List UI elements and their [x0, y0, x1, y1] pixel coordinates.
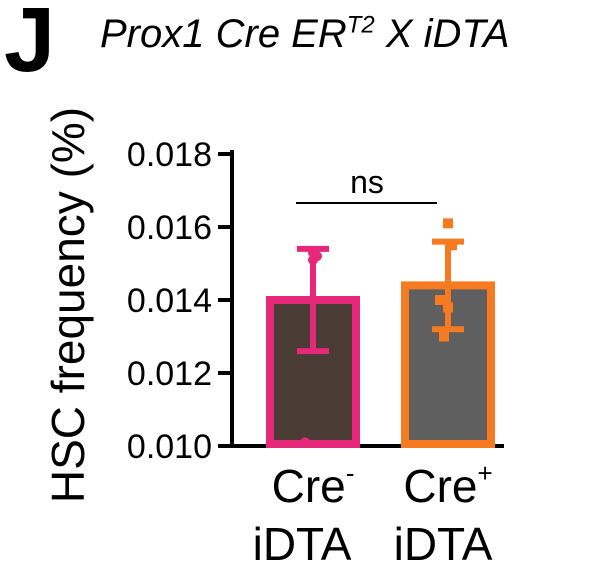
category-2-line1: Cre+	[403, 458, 492, 512]
category-2-sup: +	[477, 458, 492, 488]
data-point	[308, 254, 318, 265]
title-superscript: T2	[346, 11, 375, 39]
significance-label: ns	[350, 164, 384, 200]
category-1-line1: Cre-	[272, 458, 355, 512]
y-tick-label: 0.010	[127, 428, 212, 466]
data-point	[435, 295, 445, 305]
data-point	[300, 437, 310, 448]
y-tick-label: 0.012	[127, 355, 212, 393]
y-tick-label: 0.016	[127, 209, 212, 247]
significance-bracket: ns	[296, 164, 437, 204]
bars-group	[266, 218, 495, 448]
y-ticks: 0.010 0.012 0.014 0.016 0.018	[127, 136, 232, 466]
data-point	[439, 331, 449, 342]
y-axis-label: HSC frequency (%)	[42, 107, 94, 503]
panel-letter: J	[4, 0, 56, 91]
chart-title: Prox1 Cre ERT2 X iDTA	[100, 11, 510, 56]
title-main: Prox1 Cre ER	[100, 12, 347, 56]
y-tick-label: 0.014	[127, 282, 212, 320]
data-point	[447, 240, 457, 251]
category-2-line2: iDTA	[394, 518, 493, 570]
category-1-line2: iDTA	[253, 518, 352, 570]
title-rest: X iDTA	[374, 12, 510, 56]
y-tick-label: 0.018	[127, 136, 212, 174]
data-point	[443, 218, 453, 229]
data-point	[443, 302, 453, 313]
x-category-labels: Cre- iDTA Cre+ iDTA	[253, 458, 493, 570]
category-1-sup: -	[346, 458, 355, 488]
